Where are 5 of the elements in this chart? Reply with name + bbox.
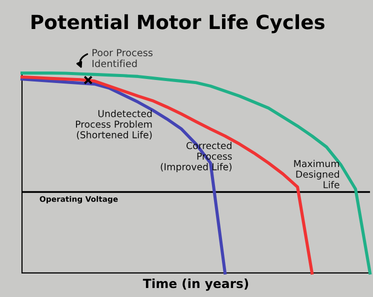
- series-label: Undetected Process Problem (Shortened Life): [76, 110, 152, 140]
- x-axis-title: Time (in years): [142, 278, 248, 291]
- text: Poor Process Identified: [92, 49, 153, 68]
- chart-title: Potential Motor Life Cycles: [32, 14, 324, 34]
- series-label: Maximum Designed Life: [294, 160, 340, 188]
